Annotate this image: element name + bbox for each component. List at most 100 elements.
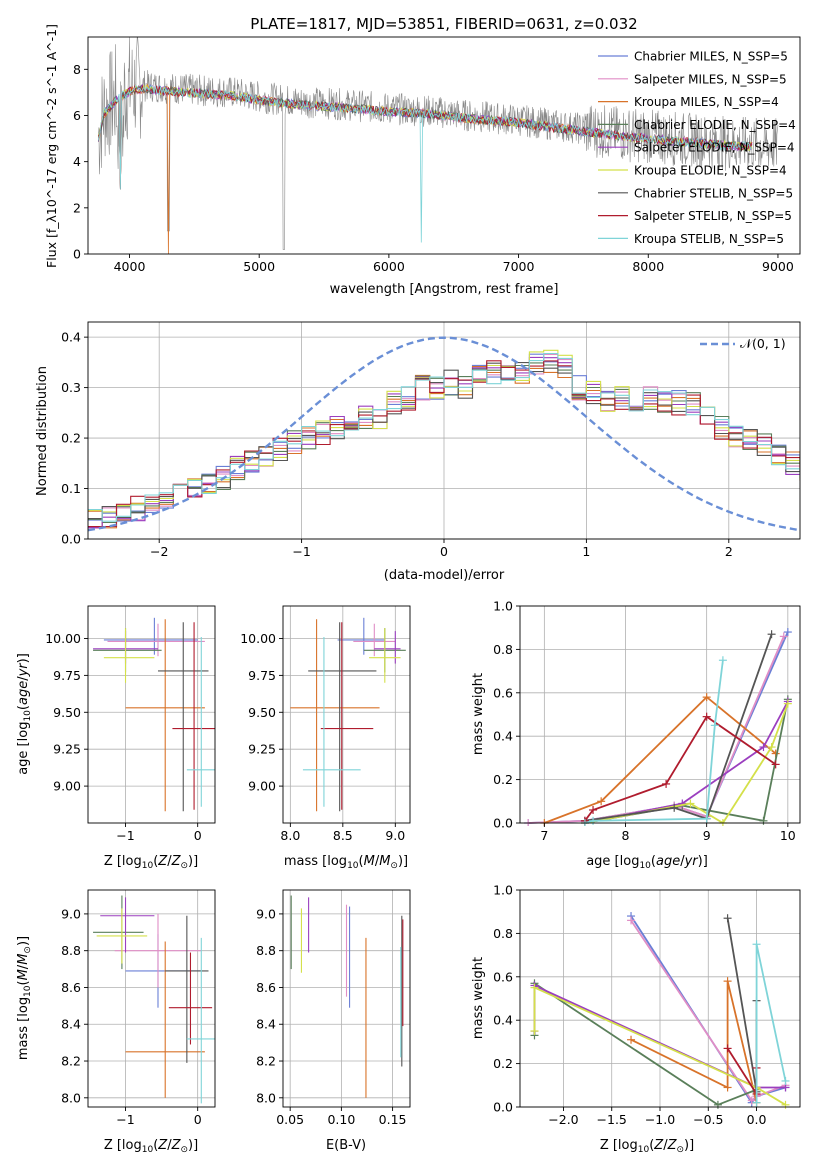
weight-marker: [702, 693, 711, 702]
weight-marker: [702, 814, 711, 823]
x-tick-label: 0: [194, 1112, 202, 1127]
weight-marker: [713, 1100, 722, 1109]
errorbar-point: [125, 619, 205, 812]
errorbar-point: [302, 637, 361, 807]
x-tick-label: 9: [703, 828, 711, 843]
x-tick-label: 8.0: [280, 828, 300, 843]
y-tick-label: 9.0: [61, 906, 81, 921]
y-tick-label: 0.6: [493, 685, 513, 700]
figure-title: PLATE=1817, MJD=53851, FIBERID=0631, z=0…: [250, 15, 637, 33]
x-tick-label: −1: [116, 828, 134, 843]
residuals-panel: −2 −1 0 1 2 0.0 0.1 0.2 0.3 0.4 𝒩(0, 1) (data-mod…: [35, 321, 801, 583]
weight-marker: [783, 699, 792, 708]
weight-marker: [747, 1096, 756, 1105]
mass-vs-Z-panel: −1 0 8.0 8.2 8.4 8.6 8.8 9.0: [61, 889, 216, 1127]
weight-marker: [752, 1098, 761, 1107]
legend-label: Chabrier MILES, N_SSP=5: [634, 50, 788, 64]
residuals-xlabel: (data-model)/error: [384, 568, 505, 583]
errorbar-point: [168, 952, 213, 1045]
errorbar-point: [93, 895, 144, 970]
weight-marker: [662, 779, 671, 788]
y-tick-label: 0.0: [493, 816, 513, 831]
x-tick-label: 2: [725, 544, 733, 559]
y-tick-label: 8.4: [256, 1017, 276, 1032]
x-tick-label: 0.10: [327, 1112, 355, 1127]
x-tick-label: 8: [622, 828, 630, 843]
gaussian-legend-label: 𝒩(0, 1): [740, 336, 786, 351]
y-tick-label: 1.0: [493, 599, 513, 614]
legend-label: Chabrier ELODIE, N_SSP=4: [634, 118, 796, 132]
spectrum-frame: [87, 36, 801, 255]
age-vs-Z-xlabel: Z [log10(Z/Z⊙)]: [104, 854, 198, 871]
errorbar-point: [369, 628, 401, 683]
errorbar-point: [103, 628, 155, 683]
y-tick-label: 0.8: [493, 642, 513, 657]
spectrum-ylabel: Flux [f_λ10^-17 erg cm^-2 s^-1 A^-1]: [44, 24, 59, 268]
weight-marker: [759, 743, 768, 752]
y-tick-label: 10.00: [45, 631, 81, 646]
x-tick-label: −1.5: [597, 1112, 627, 1127]
legend-label: Kroupa ELODIE, N_SSP=4: [634, 164, 787, 178]
errorbar-point: [93, 628, 162, 673]
y-tick-label: 9.75: [248, 668, 276, 683]
y-tick-label: 8.2: [256, 1054, 276, 1069]
weight-vs-age-xlabel: age [log10(age/yr)]: [586, 854, 708, 871]
errorbar-point: [186, 937, 215, 1104]
age-vs-mass-panel: 8.0 8.5 9.0 9.00 9.25 9.50 9.75 10.00: [240, 605, 411, 843]
legend-label: Chabrier STELIB, N_SSP=5: [634, 186, 793, 200]
weight-marker: [702, 712, 711, 721]
weight-marker: [589, 816, 598, 825]
weight-marker: [771, 760, 780, 769]
x-tick-label: 6000: [373, 259, 405, 274]
y-tick-label: 9.50: [53, 705, 81, 720]
weight-line: [584, 703, 789, 825]
weight-marker: [597, 797, 606, 806]
weight-line: [584, 633, 773, 822]
panel-frame: [87, 889, 216, 1108]
y-tick-label: 8.0: [61, 1090, 81, 1105]
age-vs-Z-ylabel: age [log10(age/yr)]: [16, 653, 33, 775]
y-tick-label: 0.4: [61, 330, 81, 345]
y-tick-label: 0: [73, 247, 81, 262]
x-tick-label: 1: [582, 544, 590, 559]
x-tick-label: 8000: [632, 259, 664, 274]
y-tick-label: 1.0: [493, 883, 513, 898]
x-tick-label: 0.0: [747, 1112, 767, 1127]
mass-vs-Z-ylabel: mass [log10(M/M⊙)]: [16, 936, 33, 1060]
x-tick-label: −2: [150, 544, 168, 559]
y-tick-label: 8.6: [61, 980, 81, 995]
weight-line: [726, 918, 758, 1092]
errorbar-point: [320, 622, 374, 810]
model-spectrum-line: [98, 84, 753, 243]
weight-marker: [723, 1044, 732, 1053]
x-tick-label: −1.0: [645, 1112, 675, 1127]
weight-marker: [781, 1100, 790, 1109]
residuals-ylabel: Normed distribution: [35, 366, 50, 496]
weight-line: [630, 980, 758, 1103]
y-tick-label: 9.00: [248, 779, 276, 794]
legend-label: Kroupa STELIB, N_SSP=5: [634, 232, 784, 246]
weight-marker: [686, 799, 695, 808]
weight-marker: [752, 940, 761, 949]
panel-frame: [282, 889, 411, 1108]
x-tick-label: 0: [440, 544, 448, 559]
errorbar-point: [125, 941, 205, 1098]
age-vs-Z-panel: −1 0 9.00 9.25 9.50 9.75 10.00: [45, 605, 216, 843]
weight-marker: [723, 1083, 732, 1092]
x-tick-label: 0.05: [276, 1112, 304, 1127]
weight-line: [528, 631, 789, 824]
y-tick-label: 9.0: [256, 906, 276, 921]
y-tick-label: 0.3: [61, 380, 81, 395]
weight-vs-Z-xlabel: Z [log10(Z/Z⊙)]: [600, 1138, 694, 1155]
y-tick-label: 9.50: [248, 705, 276, 720]
y-tick-label: 0.8: [493, 926, 513, 941]
age-vs-mass-xlabel: mass [log10(M/M⊙)]: [284, 854, 408, 871]
residual-histogram: [88, 352, 800, 522]
y-tick-label: 0.0: [493, 1100, 513, 1115]
weight-marker: [759, 816, 768, 825]
weight-vs-age-ylabel: mass weight: [471, 673, 486, 755]
legend-label: Salpeter ELODIE, N_SSP=4: [634, 141, 795, 155]
weight-marker: [718, 656, 727, 665]
y-tick-label: 0.2: [493, 1056, 513, 1071]
weight-marker: [767, 743, 776, 752]
